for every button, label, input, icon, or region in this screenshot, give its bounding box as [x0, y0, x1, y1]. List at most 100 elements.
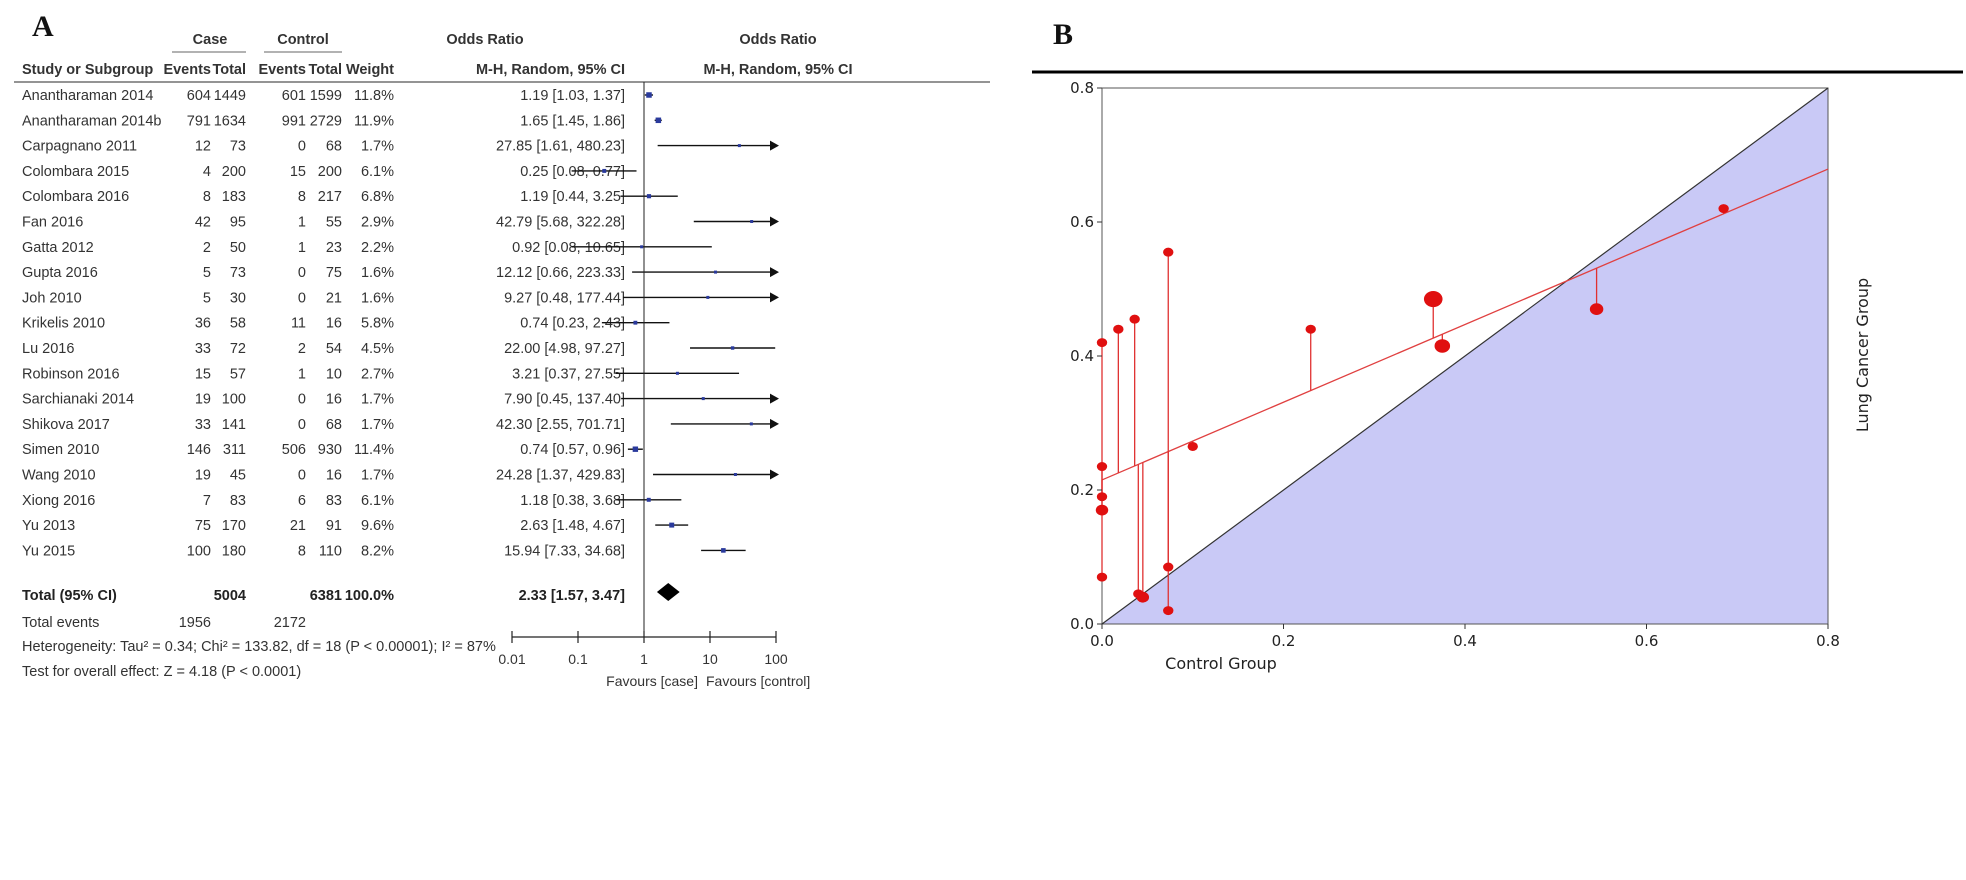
total-case-total: 5004: [214, 588, 246, 604]
forest-plot-marks: [571, 82, 779, 636]
table-row: Gatta 2012 2 50 1 23 2.2% 0.92 [0.08, 10.65]: [22, 240, 625, 256]
control-total: 91: [326, 518, 342, 534]
study-ci: 0.92 [0.08, 10.65]: [512, 240, 625, 256]
study-weight: 6.8%: [361, 189, 394, 205]
table-row: Anantharaman 2014 604 1449 601 1599 11.8% 1.19…: [22, 88, 625, 104]
axis-tick-label: 100: [764, 651, 788, 667]
panel-a-label: A: [32, 10, 54, 43]
table-row: Krikelis 2010 36 58 11 16 5.8% 0.74 [0.23, 2.4…: [22, 316, 625, 332]
x-axis-label: Control Group: [1165, 654, 1277, 673]
table-row: Colombara 2015 4 200 15 200 6.1% 0.25 [0.08, 0…: [22, 164, 625, 180]
favours-control-label: Favours [control]: [706, 673, 810, 689]
scatter-point: [1113, 324, 1124, 334]
control-total: 1599: [310, 88, 342, 104]
study-name: Shikova 2017: [22, 417, 110, 433]
study-name: Simen 2010: [22, 442, 99, 458]
control-events: 0: [298, 468, 306, 484]
axis-tick-label: 0.1: [568, 651, 588, 667]
scatter-point: [1163, 606, 1174, 616]
control-total: 16: [326, 392, 342, 408]
y-tick-label: 0.6: [1070, 213, 1094, 231]
point-estimate: [655, 117, 662, 124]
table-row: Robinson 2016 15 57 1 10 2.7% 3.21 [0.37, 27.5…: [22, 366, 625, 382]
point-estimate: [701, 397, 705, 401]
y-tick-label: 0.8: [1070, 79, 1094, 97]
control-total: 217: [318, 189, 342, 205]
study-ci: 1.19 [0.44, 3.25]: [520, 189, 625, 205]
case-total: 170: [222, 518, 246, 534]
case-total: 58: [230, 316, 246, 332]
overall-effect-text: Test for overall effect: Z = 4.18 (P < 0…: [22, 664, 301, 680]
panel-b-label: B: [1053, 18, 1073, 51]
case-total: 72: [230, 341, 246, 357]
study-weight: 11.9%: [354, 113, 394, 129]
control-total: 55: [326, 215, 342, 231]
point-estimate: [733, 473, 737, 476]
case-events: 8: [203, 189, 211, 205]
control-total: 68: [326, 417, 342, 433]
study-ci: 27.85 [1.61, 480.23]: [496, 139, 625, 155]
study-weight: 1.7%: [361, 139, 394, 155]
case-events: 33: [195, 417, 211, 433]
case-events: 15: [195, 366, 211, 382]
table-row: Yu 2013 75 170 21 91 9.6% 2.63 [1.48, 4.67]: [22, 518, 625, 534]
case-total: 180: [222, 543, 246, 559]
control-total: 68: [326, 139, 342, 155]
ci-arrow: [770, 393, 779, 404]
case-events: 146: [187, 442, 211, 458]
point-estimate: [750, 220, 754, 223]
point-estimate: [749, 422, 753, 426]
total-events-label: Total events: [22, 615, 99, 631]
point-estimate: [737, 144, 741, 148]
case-total: 57: [230, 366, 246, 382]
header-study: Study or Subgroup: [22, 62, 153, 78]
case-events: 791: [187, 113, 211, 129]
point-estimate: [721, 548, 726, 553]
pooled-diamond: [656, 583, 680, 601]
scatter-point: [1163, 247, 1174, 257]
total-ci: 2.33 [1.57, 3.47]: [519, 588, 626, 604]
axis-tick-label: 0.01: [498, 651, 525, 667]
case-total: 30: [230, 290, 246, 306]
study-ci: 12.12 [0.66, 223.33]: [496, 265, 625, 281]
control-events: 0: [298, 392, 306, 408]
table-row: Wang 2010 19 45 0 16 1.7% 24.28 [1.37, 429.83]: [22, 468, 625, 484]
case-events: 2: [203, 240, 211, 256]
table-row: Gupta 2016 5 73 0 75 1.6% 12.12 [0.66, 223.33]: [22, 265, 625, 281]
ci-arrow: [770, 292, 779, 303]
study-weight: 6.1%: [361, 164, 394, 180]
control-events: 15: [290, 164, 306, 180]
case-total: 1449: [214, 88, 246, 104]
study-ci: 2.63 [1.48, 4.67]: [520, 518, 625, 534]
header-plot-method: M-H, Random, 95% CI: [703, 62, 852, 78]
point-estimate: [646, 497, 651, 502]
study-weight: 1.7%: [361, 417, 394, 433]
table-row: Simen 2010 146 311 506 930 11.4% 0.74 [0.57, 0…: [22, 442, 625, 458]
control-total: 16: [326, 468, 342, 484]
study-ci: 9.27 [0.48, 177.44]: [504, 290, 625, 306]
control-total: 16: [326, 316, 342, 332]
study-weight: 1.6%: [361, 290, 394, 306]
header-case-events: Events: [163, 62, 211, 78]
case-total: 1634: [214, 113, 246, 129]
scatter-point: [1095, 504, 1109, 516]
study-name: Anantharaman 2014: [22, 88, 153, 104]
study-name: Sarchianaki 2014: [22, 392, 134, 408]
study-name: Krikelis 2010: [22, 316, 105, 332]
study-ci: 0.25 [0.08, 0.77]: [520, 164, 625, 180]
ci-arrow: [770, 267, 779, 278]
scatter-point: [1434, 339, 1451, 353]
study-name: Yu 2015: [22, 543, 75, 559]
control-total: 83: [326, 493, 342, 509]
control-events: 0: [298, 290, 306, 306]
identity-line: [1101, 87, 1829, 625]
case-total: 183: [222, 189, 246, 205]
header-case-total: Total: [212, 62, 246, 78]
study-ci: 0.74 [0.57, 0.96]: [520, 442, 625, 458]
study-name: Wang 2010: [22, 468, 96, 484]
control-events: 0: [298, 417, 306, 433]
study-weight: 1.7%: [361, 468, 394, 484]
ci-arrow: [770, 216, 779, 227]
study-name: Joh 2010: [22, 290, 82, 306]
case-total: 311: [223, 442, 246, 458]
